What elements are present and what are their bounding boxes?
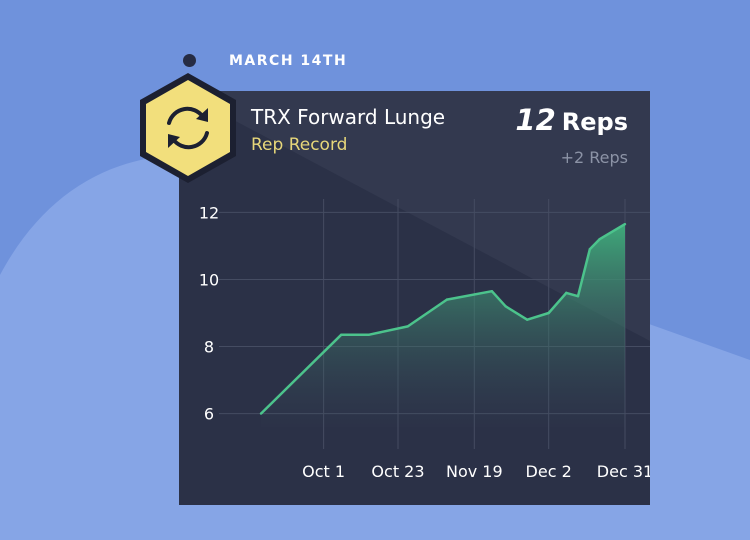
data-point — [588, 248, 591, 251]
card-shading — [179, 91, 650, 341]
data-point — [340, 333, 343, 336]
data-point — [547, 311, 550, 315]
reps-unit: Reps — [561, 108, 628, 136]
chart-card[interactable]: TRX Forward Lunge Rep Record 12 Reps +2 R… — [179, 91, 650, 505]
x-tick-label: Oct 23 — [371, 462, 424, 481]
y-tick-label: 8 — [204, 338, 214, 357]
data-point — [598, 238, 601, 241]
date-label: MARCH 14TH — [229, 53, 348, 69]
reps-value: 12 Reps — [515, 103, 628, 137]
data-point — [525, 318, 529, 321]
data-point — [259, 412, 263, 415]
data-point — [367, 333, 370, 336]
refresh-icon — [167, 106, 209, 150]
y-tick-label: 12 — [199, 203, 219, 222]
x-tick-label: Oct 1 — [302, 462, 345, 481]
y-tick-label: 6 — [204, 405, 214, 424]
reps-number: 12 — [515, 103, 556, 137]
reps-delta: +2 Reps — [560, 148, 628, 167]
series-line — [260, 223, 626, 415]
data-point — [576, 295, 580, 298]
exercise-title: TRX Forward Lunge — [251, 105, 446, 129]
timeline-dot — [183, 54, 196, 67]
data-point — [623, 222, 627, 226]
x-tick-label: Nov 19 — [446, 462, 503, 481]
data-point — [504, 305, 507, 308]
rep-chart: 6 8 10 12 Oct 1 Oct 23 Nov 19 Dec 2 Dec 31 — [199, 199, 650, 481]
x-tick-label: Dec 31 — [597, 462, 650, 481]
series-area — [261, 224, 625, 427]
data-point — [445, 298, 449, 301]
record-badge — [140, 73, 236, 183]
y-tick-label: 10 — [199, 270, 219, 289]
data-point — [490, 290, 494, 293]
record-type-label: Rep Record — [251, 135, 348, 155]
x-tick-label: Dec 2 — [526, 462, 572, 481]
data-point — [406, 325, 409, 328]
data-point — [565, 291, 568, 295]
